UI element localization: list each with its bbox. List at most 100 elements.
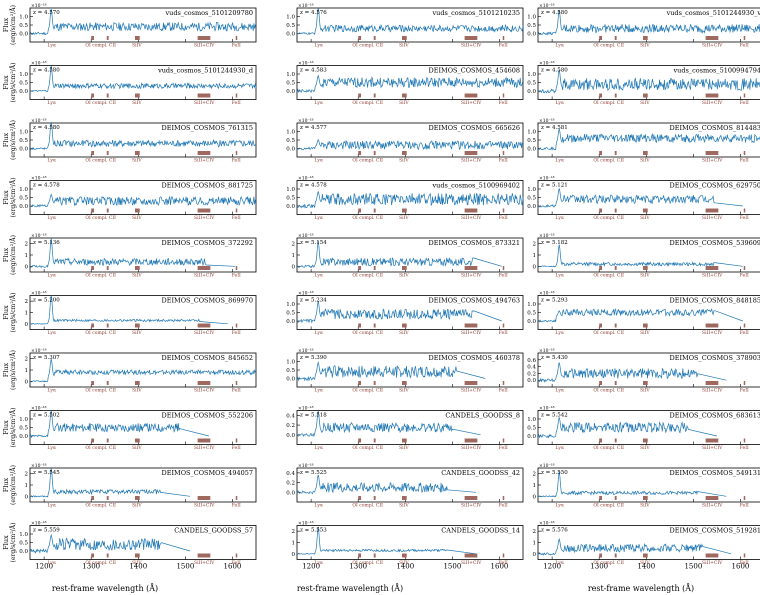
line-label: SiII+CIV: [461, 273, 482, 279]
line-marker: [599, 438, 603, 443]
line-marker: [502, 438, 505, 443]
x-tick-label: 1200: [35, 563, 53, 571]
line-label: FeII: [499, 560, 508, 566]
line-marker: [197, 93, 211, 98]
line-label: SiII+CIV: [702, 560, 723, 566]
line-label: OI compl. CII: [85, 388, 116, 394]
spectrum-panel: 0.0 0.5 1.0×10⁻¹⁸ Lyα OI compl. CII SiIV SiII+…: [2, 118, 257, 164]
x-axis-label: rest-frame wavelength (Å): [52, 584, 158, 593]
y-axis-label: (erg/s/cm²/Å): [9, 178, 17, 218]
line-label: SiII+CIV: [461, 445, 482, 451]
line-label: SiIV: [132, 273, 142, 279]
line-label: FeII: [740, 215, 749, 221]
line-marker: [642, 36, 648, 40]
line-marker: [614, 553, 617, 558]
line-label: FeII: [232, 503, 241, 509]
y-tick-label: 0: [25, 494, 29, 500]
y-tick-label: 1: [25, 253, 29, 259]
y-axis-label: (erg/s/cm²/Å): [9, 120, 17, 160]
y-exponent-label: ×10⁻¹⁸: [298, 233, 314, 239]
line-marker: [599, 553, 603, 558]
panel-frame: [537, 237, 760, 273]
panel-frame: [537, 7, 760, 43]
line-marker: [373, 36, 376, 40]
object-name: DEIMOS_COSMOS_845652: [162, 354, 253, 362]
y-tick-label: 1: [25, 368, 29, 374]
line-label: SiIV: [399, 445, 409, 451]
object-name: DEIMOS_COSMOS_869970: [162, 297, 253, 305]
spectrum-line: [296, 361, 486, 382]
line-label: FeII: [232, 100, 241, 106]
y-tick-label: 0.2: [527, 371, 536, 377]
spectrum-line: [29, 410, 209, 439]
panel-frame: [29, 65, 257, 100]
y-tick-label: 1: [292, 253, 296, 259]
line-marker: [235, 381, 238, 385]
line-label: Lyα: [555, 388, 564, 394]
line-label: FeII: [499, 503, 508, 509]
line-label: OI compl. CII: [593, 330, 624, 336]
y-tick-label: 1.0: [286, 72, 295, 78]
redshift-label: z = 5.293: [541, 298, 568, 304]
y-tick-label: 0.5: [527, 81, 536, 87]
y-axis-label: Flux: [2, 132, 10, 147]
line-marker: [235, 36, 238, 40]
y-tick-label: 1: [533, 483, 537, 489]
line-marker: [134, 208, 140, 213]
line-label: Lyα: [314, 560, 323, 566]
spectrum-line: [29, 121, 257, 151]
line-label: OI compl. CII: [593, 445, 624, 451]
line-marker: [464, 93, 478, 98]
line-label: FeII: [232, 560, 241, 566]
object-name: vuds_cosmos_5100969402: [431, 182, 520, 190]
line-marker: [705, 36, 719, 40]
y-exponent-label: ×10⁻¹⁸: [31, 406, 47, 412]
line-label: FeII: [740, 503, 749, 509]
redshift-label: z = 5.559: [33, 528, 60, 534]
line-label: Lyα: [314, 503, 323, 509]
spectrum-panel: 0 1 2×10⁻¹⁸ Lyα OI compl. CII SiIV SiII+CIV FeI…: [2, 233, 257, 279]
redshift-label: z = 5.121: [541, 183, 568, 189]
spectrum-panel: 0.0 0.5 1.0×10⁻¹⁸ Lyα OI compl. CII SiIV SiII+…: [527, 291, 760, 336]
line-marker: [743, 93, 746, 98]
line-label: SiII+CIV: [194, 273, 215, 279]
line-label: Lyα: [314, 43, 323, 49]
panel-frame: [29, 467, 257, 503]
line-label: FeII: [499, 388, 508, 394]
y-tick-label: 0.5: [527, 426, 536, 432]
panel-frame: [537, 467, 760, 503]
line-marker: [502, 496, 505, 500]
panel-frame: [537, 410, 760, 445]
object-name: DEIMOS_COSMOS_873321: [429, 239, 520, 247]
line-marker: [705, 381, 719, 385]
redshift-label: z = 5.502: [33, 413, 60, 419]
redshift-label: z = 5.518: [300, 413, 327, 419]
y-exponent-label: ×10⁻¹⁸: [31, 291, 47, 297]
line-label: SiII+CIV: [461, 330, 482, 336]
y-tick-label: 0.6: [527, 358, 536, 364]
line-marker: [91, 93, 95, 98]
panel-frame: [29, 352, 257, 388]
spectrum-line: [537, 69, 760, 94]
y-exponent-label: ×10⁻¹⁸: [539, 348, 555, 354]
line-label: SiIV: [640, 273, 650, 279]
spectrum-line: [296, 7, 524, 36]
line-label: SiIV: [132, 560, 142, 566]
y-axis-label: (erg/s/cm²/Å): [9, 293, 17, 333]
line-label: Lyα: [555, 158, 564, 164]
x-axis-label: rest-frame wavelength (Å): [588, 584, 694, 593]
line-label: OI compl. CII: [352, 445, 383, 451]
redshift-label: z = 5.550: [541, 470, 568, 476]
line-marker: [401, 266, 407, 270]
object-name: vuds_cosmos_5100994794: [672, 67, 760, 75]
y-axis-label: (erg/s/cm²/Å): [9, 465, 17, 505]
line-marker: [358, 266, 362, 270]
object-name: DEIMOS_COSMOS_549131: [670, 469, 760, 477]
y-tick-label: 0.0: [527, 32, 536, 38]
redshift-label: z = 5.234: [300, 298, 327, 304]
line-marker: [401, 438, 407, 443]
y-tick-label: 2: [25, 357, 29, 363]
line-label: FeII: [499, 273, 508, 279]
redshift-label: z = 5.136: [33, 240, 60, 246]
y-tick-label: 0: [25, 264, 29, 270]
